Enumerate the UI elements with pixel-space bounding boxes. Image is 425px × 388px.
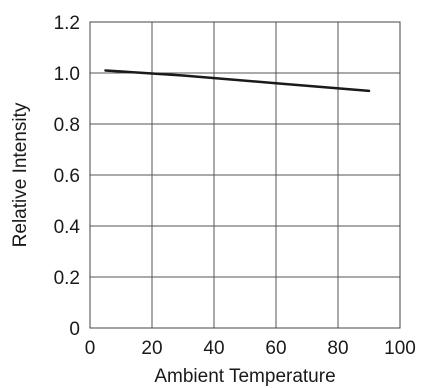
x-tick-label: 0: [85, 338, 96, 359]
y-tick-label: 0: [69, 319, 80, 340]
x-tick-label: 100: [384, 338, 416, 359]
y-tick-labels: 0 0.2 0.4 0.6 0.8 1.0 1.2: [54, 13, 81, 340]
series-line: [104, 69, 371, 93]
x-tick-label: 20: [141, 338, 162, 359]
plot-frame: [89, 21, 401, 329]
y-tick-label: 0.8: [54, 115, 80, 136]
data-point: [275, 82, 277, 84]
y-tick-label: 0.4: [54, 217, 81, 238]
y-axis-title: Relative Intensity: [10, 102, 31, 247]
x-tick-label: 40: [203, 338, 224, 359]
y-tick-label: 0.2: [54, 268, 80, 289]
x-tick-label: 80: [327, 338, 348, 359]
data-point: [182, 74, 184, 77]
series-group: [104, 69, 371, 93]
grid: [89, 21, 401, 329]
y-tick-label: 1.0: [54, 64, 80, 85]
x-tick-label: 60: [265, 338, 286, 359]
x-tick-labels: 0 20 40 60 80 100: [85, 338, 416, 359]
x-axis-title: Ambient Temperature: [154, 366, 335, 387]
y-tick-label: 1.2: [54, 13, 80, 34]
y-tick-label: 0.6: [54, 166, 80, 187]
data-point: [368, 90, 370, 92]
data-point: [104, 69, 107, 72]
